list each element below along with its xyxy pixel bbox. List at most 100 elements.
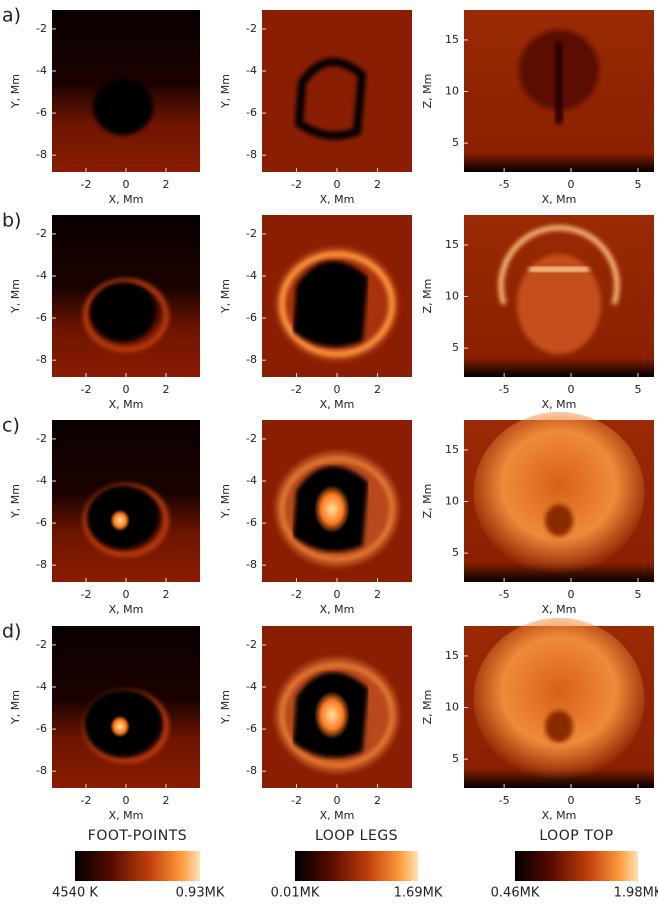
x-tick-label: 5 [634, 383, 641, 396]
hot-spot [110, 715, 130, 737]
x-tick-label: 0 [334, 178, 341, 191]
y-tick-label: -8 [246, 353, 257, 366]
colorbar-max: 1.98MK [614, 886, 658, 901]
x-tick-label: 2 [163, 588, 170, 601]
x-axis-label: X, Mm [109, 398, 144, 411]
colorbar-title: LOOP LEGS [315, 828, 398, 844]
x-tick-label: 0 [334, 383, 341, 396]
panel-image [262, 626, 412, 788]
x-axis-label: X, Mm [542, 603, 577, 616]
x-tick-label: 2 [374, 383, 381, 396]
y-tick-label: -6 [246, 722, 257, 735]
x-tick-label: -5 [499, 383, 510, 396]
x-axis-label: X, Mm [320, 603, 355, 616]
y-tick-label: -6 [246, 516, 257, 529]
panel-image [464, 215, 654, 377]
x-tick-label: -2 [291, 588, 302, 601]
y-tick-label: 15 [445, 33, 459, 46]
x-axis-label: X, Mm [320, 398, 355, 411]
y-tick-label: -8 [246, 148, 257, 161]
y-axis-label: Y, Mm [219, 690, 232, 725]
y-tick-label: -4 [36, 680, 47, 693]
y-tick-label: -8 [246, 558, 257, 571]
y-axis-label: Z, Mm [421, 484, 434, 519]
x-tick-label: 0 [123, 794, 130, 807]
panel-image [52, 626, 200, 788]
panel-image [464, 10, 654, 172]
x-tick-label: 0 [123, 588, 130, 601]
colorbar-min: 0.01MK [271, 886, 320, 901]
x-tick-label: -2 [81, 383, 92, 396]
x-tick-label: 0 [334, 794, 341, 807]
row-label: c) [2, 415, 20, 437]
y-tick-label: -8 [36, 353, 47, 366]
hot-cloud [474, 618, 645, 780]
x-tick-label: -2 [291, 794, 302, 807]
x-axis-label: X, Mm [542, 809, 577, 822]
y-tick-label: -6 [246, 106, 257, 119]
y-tick-label: -4 [246, 680, 257, 693]
y-tick-label: -2 [36, 22, 47, 35]
y-tick-label: 5 [452, 341, 459, 354]
y-tick-label: -8 [36, 148, 47, 161]
x-tick-label: 2 [163, 383, 170, 396]
x-tick-label: -2 [291, 383, 302, 396]
hot-core [314, 485, 350, 533]
y-tick-label: 10 [445, 85, 459, 98]
y-tick-label: -6 [36, 106, 47, 119]
panel-image [52, 215, 200, 377]
x-tick-label: 5 [634, 794, 641, 807]
y-tick-label: -4 [246, 64, 257, 77]
y-axis-label: Y, Mm [9, 484, 22, 519]
colorbar [515, 851, 638, 881]
x-tick-label: 0 [334, 588, 341, 601]
panel-image [52, 420, 200, 582]
y-tick-label: 5 [452, 136, 459, 149]
x-tick-label: 0 [568, 794, 575, 807]
x-tick-label: -5 [499, 178, 510, 191]
dark-core [93, 79, 153, 135]
hot-core [314, 691, 350, 739]
colorbar-min: 4540 K [52, 886, 98, 901]
y-tick-label: -2 [246, 432, 257, 445]
row-label: d) [2, 621, 21, 643]
y-tick-label: 5 [452, 752, 459, 765]
y-tick-label: 10 [445, 701, 459, 714]
x-tick-label: 5 [634, 588, 641, 601]
panel-image [464, 412, 654, 582]
x-axis-label: X, Mm [320, 193, 355, 206]
y-tick-label: 10 [445, 495, 459, 508]
x-tick-label: 2 [163, 794, 170, 807]
panel-image [52, 10, 200, 172]
x-tick-label: 0 [568, 588, 575, 601]
y-tick-label: -6 [36, 722, 47, 735]
y-tick-label: -4 [36, 269, 47, 282]
x-axis-label: X, Mm [109, 193, 144, 206]
y-tick-label: -8 [246, 764, 257, 777]
y-axis-label: Z, Mm [421, 74, 434, 109]
x-tick-label: 2 [374, 588, 381, 601]
image-bg [262, 10, 412, 172]
panel-image [262, 420, 412, 582]
panel-image [262, 10, 412, 172]
y-tick-label: -4 [246, 269, 257, 282]
x-tick-label: 0 [568, 178, 575, 191]
colorbar-min: 0.46MK [491, 886, 540, 901]
x-tick-label: -5 [499, 794, 510, 807]
y-tick-label: -2 [36, 638, 47, 651]
x-axis-label: X, Mm [542, 398, 577, 411]
y-tick-label: -2 [36, 227, 47, 240]
y-tick-label: -4 [36, 474, 47, 487]
y-axis-label: Y, Mm [219, 279, 232, 314]
y-tick-label: 10 [445, 290, 459, 303]
y-axis-label: Y, Mm [9, 690, 22, 725]
x-tick-label: -5 [499, 588, 510, 601]
hot-cloud [474, 412, 645, 574]
y-tick-label: -6 [36, 516, 47, 529]
x-tick-label: 5 [634, 178, 641, 191]
colorbar [295, 851, 418, 881]
y-tick-label: -2 [246, 638, 257, 651]
x-axis-label: X, Mm [109, 603, 144, 616]
y-tick-label: -6 [246, 311, 257, 324]
y-axis-label: Y, Mm [9, 74, 22, 109]
